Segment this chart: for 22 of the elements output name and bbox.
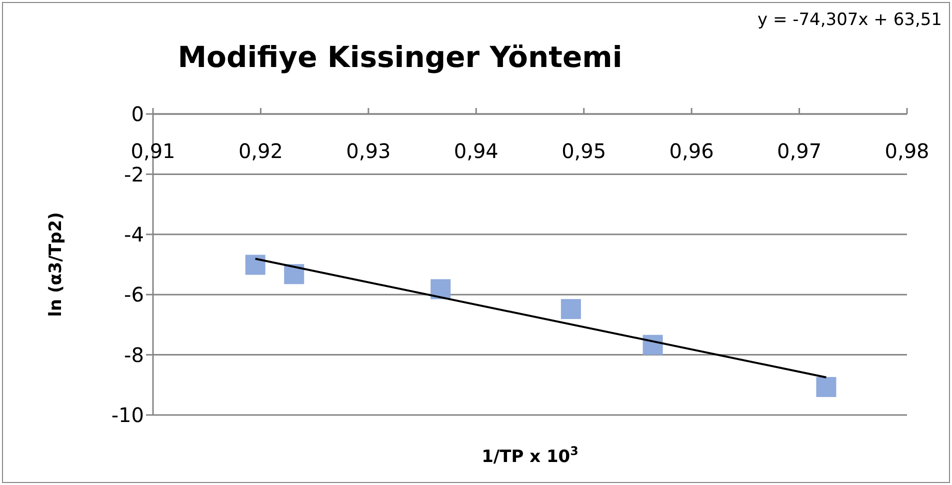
x-tick-label: 0,92 bbox=[238, 139, 283, 163]
y-tick-label: -2 bbox=[124, 162, 144, 186]
y-tick-label: -10 bbox=[111, 403, 144, 428]
x-tick-label: 0,98 bbox=[884, 139, 930, 163]
point bbox=[245, 254, 266, 275]
x-tick-label: 0,96 bbox=[669, 139, 714, 163]
x-tick-label: 0,94 bbox=[454, 139, 498, 163]
text: y = -74,307x + 63,51 bbox=[757, 10, 942, 30]
y-tick-label: 0 bbox=[131, 102, 144, 126]
x-tick-label: 0,93 bbox=[346, 139, 391, 163]
x-tick-label: 0,97 bbox=[777, 139, 822, 163]
point bbox=[816, 377, 836, 398]
x-tick-label: 0,91 bbox=[130, 139, 176, 163]
y-tick-label: -4 bbox=[124, 222, 144, 246]
x-tick-label: 0,95 bbox=[562, 139, 606, 163]
point bbox=[430, 279, 451, 300]
x-axis-title: 1/TP x 10$^{3}$ bbox=[482, 444, 578, 467]
y-axis-title: ln (α3/Tp2) bbox=[46, 212, 66, 317]
y-tick-label: -8 bbox=[124, 342, 144, 367]
chart-title: Modifiye Kissinger Yöntemi bbox=[176, 40, 624, 74]
y-tick-label: -6 bbox=[124, 282, 144, 307]
point bbox=[560, 299, 581, 320]
